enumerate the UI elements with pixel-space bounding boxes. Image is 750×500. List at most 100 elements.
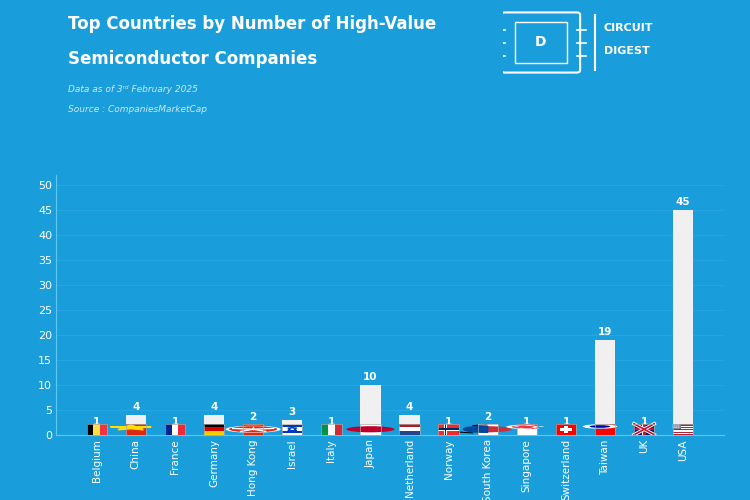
Bar <box>563 426 568 432</box>
Bar <box>556 430 576 435</box>
Circle shape <box>590 425 610 428</box>
Bar <box>243 424 263 434</box>
Bar <box>673 424 694 434</box>
Bar <box>634 424 654 434</box>
Text: Semiconductor Companies: Semiconductor Companies <box>68 50 316 68</box>
Text: Source : CompaniesMarketCap: Source : CompaniesMarketCap <box>68 105 206 114</box>
Bar <box>439 430 459 435</box>
Bar <box>673 429 694 430</box>
Bar <box>172 424 178 434</box>
Text: 1: 1 <box>524 417 530 427</box>
Bar <box>360 424 380 434</box>
Bar <box>321 424 341 434</box>
Bar <box>204 431 224 434</box>
Bar <box>360 424 380 434</box>
Bar <box>439 428 459 430</box>
Bar <box>514 22 567 63</box>
Bar <box>673 424 694 434</box>
Text: 1: 1 <box>445 417 452 427</box>
Bar <box>243 425 263 435</box>
Text: 2: 2 <box>484 412 491 422</box>
Bar <box>634 430 654 435</box>
Bar <box>178 424 185 434</box>
Bar <box>560 428 572 430</box>
Bar <box>673 424 694 426</box>
Bar <box>165 424 185 434</box>
Text: DIGEST: DIGEST <box>604 46 650 56</box>
Text: 3: 3 <box>289 407 296 417</box>
Bar <box>204 424 224 434</box>
Bar <box>282 420 302 435</box>
Bar <box>282 424 302 434</box>
Text: 1: 1 <box>171 417 178 427</box>
Bar <box>439 424 459 434</box>
Bar <box>517 424 537 434</box>
FancyBboxPatch shape <box>502 12 580 72</box>
Bar <box>204 428 224 431</box>
Text: 4: 4 <box>132 402 140 412</box>
Bar <box>126 424 146 434</box>
Circle shape <box>346 426 394 432</box>
Bar <box>282 432 302 433</box>
Bar <box>634 424 654 434</box>
Bar <box>634 428 654 430</box>
Circle shape <box>464 426 512 432</box>
Text: 1: 1 <box>640 417 648 427</box>
Bar <box>595 424 615 434</box>
Bar <box>595 340 615 435</box>
Text: 1: 1 <box>328 417 335 427</box>
Bar <box>282 424 302 434</box>
Bar <box>321 424 328 434</box>
Bar <box>204 424 224 434</box>
Bar <box>126 415 146 435</box>
Bar <box>439 424 459 434</box>
Polygon shape <box>110 425 152 430</box>
Bar <box>439 428 459 430</box>
Bar <box>517 430 537 435</box>
Bar <box>165 424 172 434</box>
Bar <box>243 424 263 434</box>
Bar <box>673 427 694 428</box>
Bar <box>673 428 694 429</box>
Text: Data as of 3ʳᵈ February 2025: Data as of 3ʳᵈ February 2025 <box>68 85 197 94</box>
Bar <box>439 424 459 434</box>
Bar <box>360 385 380 435</box>
Bar <box>126 424 146 434</box>
Bar <box>517 424 537 434</box>
Text: 2: 2 <box>250 412 256 422</box>
Bar <box>643 424 646 434</box>
Circle shape <box>506 425 537 429</box>
Bar <box>86 424 107 434</box>
Bar <box>282 426 302 427</box>
Bar <box>673 424 681 429</box>
Bar <box>444 424 447 434</box>
Bar <box>400 424 420 428</box>
Circle shape <box>583 424 617 428</box>
Bar <box>445 424 446 434</box>
Bar <box>400 415 420 435</box>
Bar <box>321 430 341 435</box>
Bar <box>400 431 420 434</box>
Bar <box>360 424 380 434</box>
Text: D: D <box>535 36 547 50</box>
Bar <box>595 424 615 434</box>
Bar <box>517 429 537 434</box>
Bar <box>282 424 302 434</box>
Circle shape <box>226 426 280 433</box>
Bar <box>86 424 93 434</box>
Bar <box>126 424 146 434</box>
Bar <box>321 424 341 434</box>
Bar <box>634 424 654 434</box>
Bar <box>673 426 694 427</box>
Bar <box>556 424 576 434</box>
Bar <box>595 424 605 429</box>
Text: 19: 19 <box>598 327 612 337</box>
Bar <box>478 425 498 435</box>
Bar <box>204 415 224 435</box>
Bar <box>400 424 420 434</box>
Bar <box>478 424 498 434</box>
Bar <box>100 424 107 434</box>
Bar <box>400 424 420 434</box>
Bar <box>673 432 694 433</box>
Bar <box>673 430 694 432</box>
